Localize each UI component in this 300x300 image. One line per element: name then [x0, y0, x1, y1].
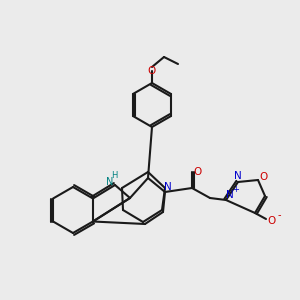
- Text: N: N: [234, 171, 242, 181]
- Text: O: O: [268, 216, 276, 226]
- Text: O: O: [148, 66, 156, 76]
- Text: H: H: [111, 170, 117, 179]
- Text: N: N: [164, 182, 172, 192]
- Text: +: +: [232, 184, 239, 194]
- Text: O: O: [193, 167, 201, 177]
- Text: -: -: [277, 210, 281, 220]
- Text: N: N: [226, 190, 234, 200]
- Text: O: O: [259, 172, 267, 182]
- Text: N: N: [106, 177, 114, 187]
